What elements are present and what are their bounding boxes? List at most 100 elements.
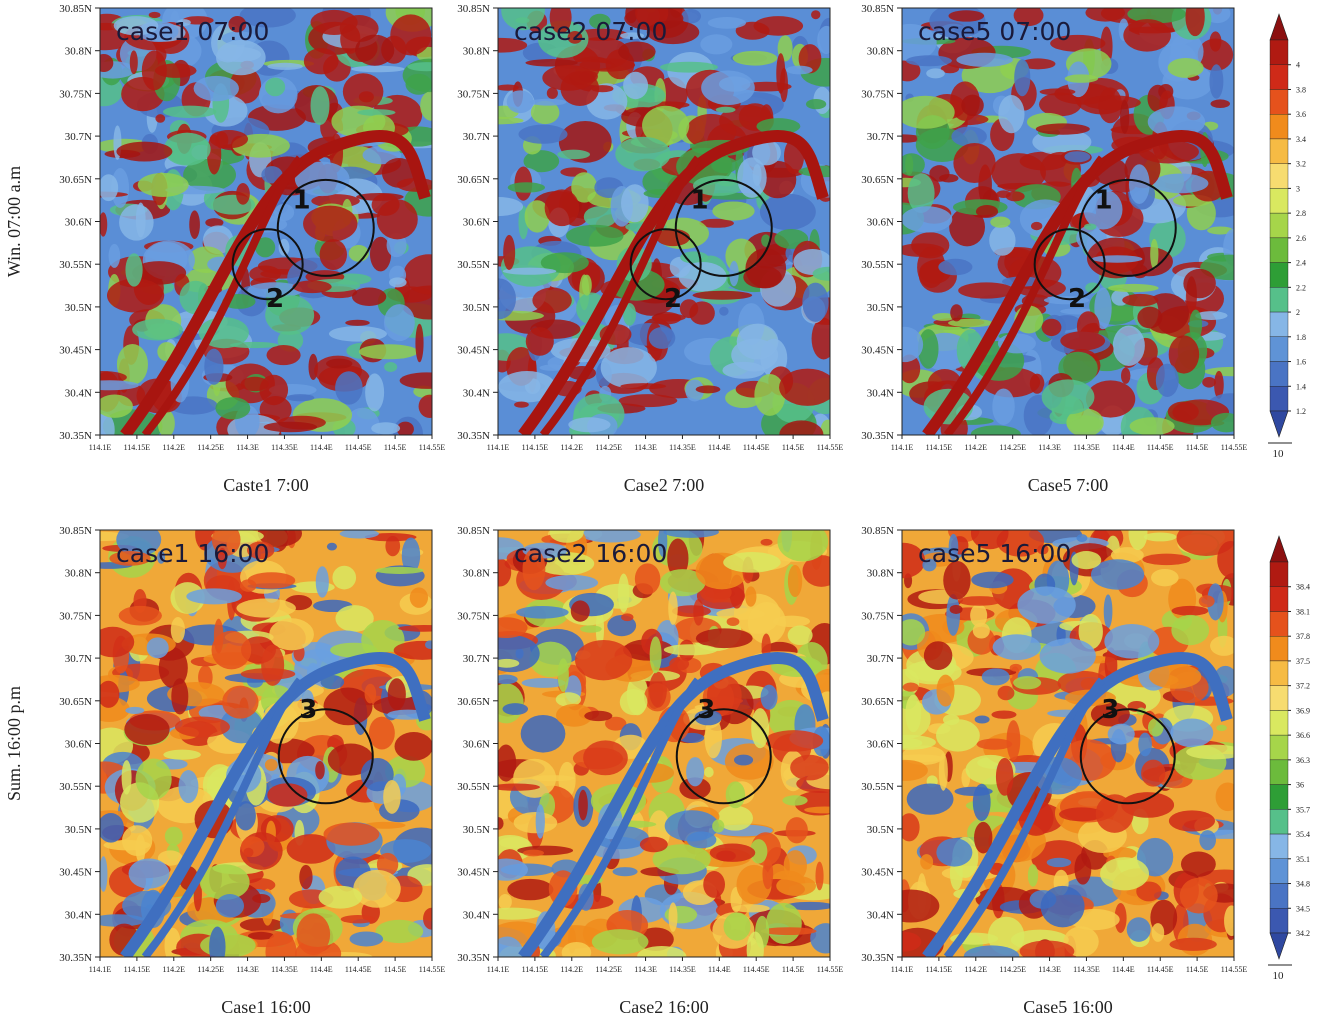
texture-blob: [582, 275, 592, 296]
colorbar-tick-label: 36.6: [1296, 731, 1310, 740]
y-tick-label: 30.35N: [59, 952, 92, 964]
colorbar-arrow-top: [1270, 536, 1288, 562]
y-tick-label: 30.85N: [59, 3, 92, 15]
x-tick-label: 114.5E: [782, 965, 805, 974]
texture-blob: [953, 143, 995, 183]
x-tick-label: 114.3E: [1038, 965, 1061, 974]
texture-blob: [390, 14, 431, 55]
colorbar-tick-label: 37.5: [1296, 657, 1310, 666]
texture-blob: [514, 812, 558, 833]
x-tick-label: 114.45E: [345, 965, 372, 974]
texture-blob: [142, 51, 167, 91]
x-tick-label: 114.35E: [669, 443, 696, 452]
texture-blob: [810, 923, 841, 953]
texture-blob: [950, 605, 963, 614]
y-tick-label: 30.75N: [457, 88, 490, 100]
texture-blob: [716, 107, 736, 113]
texture-blob: [415, 324, 423, 363]
texture-blob: [1151, 569, 1179, 586]
texture-blob: [109, 244, 121, 268]
texture-blob: [545, 189, 580, 226]
y-tick-label: 30.65N: [59, 174, 92, 186]
texture-blob: [147, 637, 169, 658]
colorbar-band: [1270, 188, 1288, 213]
texture-blob: [571, 600, 590, 621]
texture-blob: [737, 157, 767, 198]
texture-blob: [887, 932, 922, 952]
texture-blob: [165, 827, 183, 846]
texture-blob: [388, 678, 406, 710]
colorbar-tick-label: 36: [1296, 781, 1304, 790]
y-tick-label: 30.85N: [59, 525, 92, 537]
texture-blob: [1040, 88, 1076, 95]
y-tick-label: 30.75N: [59, 88, 92, 100]
colorbar-tick-label: 34.2: [1296, 929, 1310, 938]
texture-blob: [240, 918, 284, 932]
texture-blob: [327, 543, 337, 551]
map-field: [469, 516, 853, 974]
colorbar-tick-label: 3.2: [1296, 160, 1306, 169]
texture-blob: [649, 672, 667, 708]
texture-blob: [1065, 74, 1098, 82]
colorbar-tick-label: 1.4: [1296, 382, 1306, 391]
texture-blob: [523, 850, 544, 857]
y-tick-label: 30.35N: [861, 430, 894, 442]
texture-blob: [155, 114, 165, 123]
texture-blob: [1172, 606, 1209, 616]
colorbar-tick-label: 3.6: [1296, 110, 1306, 119]
texture-blob: [119, 606, 162, 626]
texture-blob: [261, 645, 284, 686]
y-tick-label: 30.35N: [457, 430, 490, 442]
colorbar-band: [1270, 40, 1288, 65]
texture-blob: [138, 173, 189, 197]
texture-blob: [365, 373, 384, 411]
row-label: Win. 07:00 a.m: [4, 166, 24, 277]
x-tick-label: 114.2E: [162, 965, 185, 974]
texture-blob: [324, 823, 380, 846]
texture-blob: [484, 617, 527, 638]
texture-blob: [343, 73, 384, 110]
figure: Win. 07:00 a.mcase1 07:001230.85N30.8N30…: [0, 0, 1327, 1024]
texture-blob: [712, 820, 724, 833]
texture-blob: [762, 858, 773, 889]
x-tick-label: 114.45E: [1147, 965, 1174, 974]
texture-blob: [194, 76, 239, 101]
texture-blob: [98, 681, 120, 708]
texture-blob: [938, 259, 972, 275]
colorbar-band: [1270, 661, 1288, 686]
colorbar-tick-label: 3.8: [1296, 85, 1306, 94]
colorbar-tick-label: 2.6: [1296, 234, 1306, 243]
y-tick-label: 30.45N: [861, 867, 894, 879]
texture-blob: [353, 870, 401, 908]
y-tick-label: 30.4N: [65, 909, 92, 921]
texture-blob: [950, 304, 963, 321]
texture-blob: [937, 675, 955, 707]
texture-blob: [304, 48, 339, 74]
texture-blob: [508, 182, 545, 193]
x-tick-label: 114.55E: [1221, 965, 1248, 974]
texture-blob: [532, 288, 571, 314]
texture-blob: [989, 225, 1015, 256]
texture-blob: [1171, 615, 1209, 645]
texture-blob: [956, 53, 1012, 67]
texture-blob: [621, 613, 633, 621]
texture-blob: [620, 383, 666, 389]
y-tick-label: 30.65N: [861, 696, 894, 708]
y-tick-label: 30.7N: [65, 131, 92, 143]
texture-blob: [222, 686, 258, 719]
x-tick-label: 114.35E: [271, 443, 298, 452]
texture-blob: [998, 686, 1015, 700]
texture-blob: [719, 307, 728, 316]
texture-blob: [359, 344, 418, 359]
texture-blob: [903, 683, 919, 692]
y-tick-label: 30.55N: [59, 781, 92, 793]
texture-blob: [906, 55, 952, 66]
texture-blob: [116, 142, 172, 162]
texture-blob: [568, 417, 610, 432]
texture-blob: [1142, 554, 1190, 565]
texture-blob: [90, 914, 145, 927]
texture-blob: [584, 711, 612, 721]
texture-blob: [186, 588, 242, 604]
colorbar-arrow-bottom: [1270, 933, 1288, 959]
texture-blob: [99, 174, 118, 201]
